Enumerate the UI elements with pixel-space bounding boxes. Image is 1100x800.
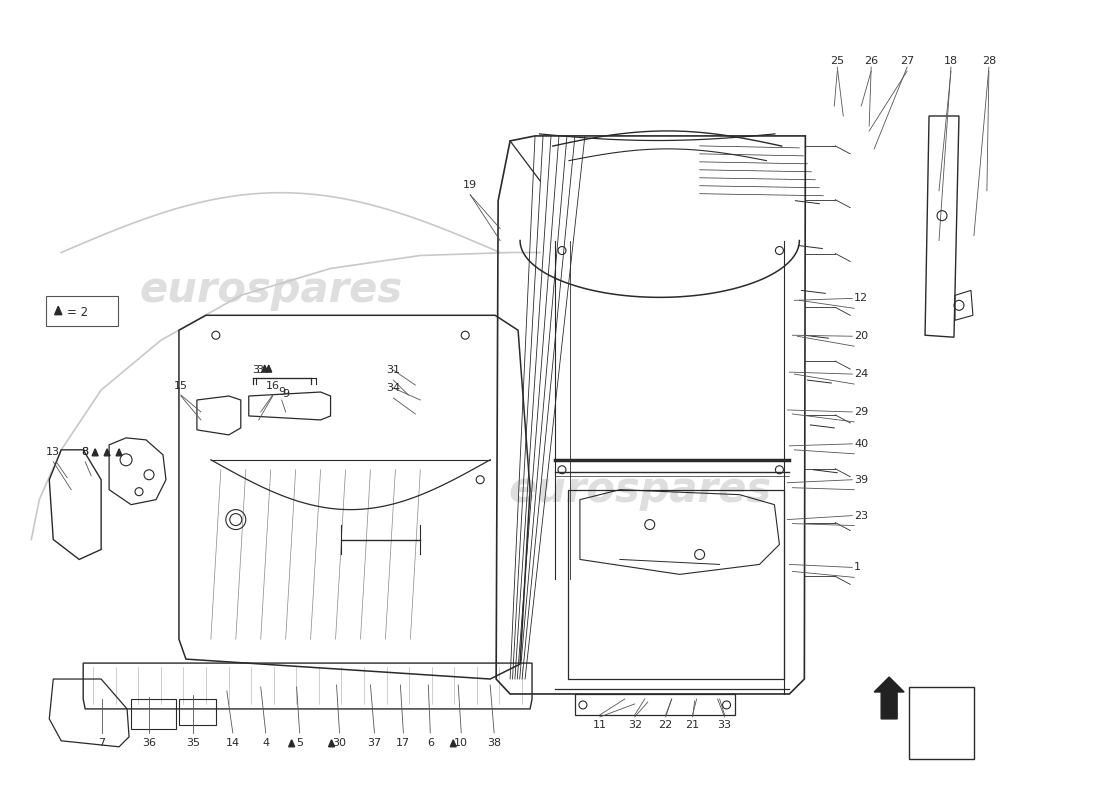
Text: 29: 29 bbox=[855, 407, 869, 417]
Text: 25: 25 bbox=[830, 56, 845, 66]
Polygon shape bbox=[92, 449, 98, 456]
Text: 5: 5 bbox=[296, 738, 304, 748]
Text: 14: 14 bbox=[226, 738, 240, 748]
Polygon shape bbox=[262, 365, 267, 372]
Text: 28: 28 bbox=[982, 56, 996, 66]
Text: 7: 7 bbox=[99, 738, 106, 748]
Text: 20: 20 bbox=[855, 331, 868, 342]
Text: 26: 26 bbox=[865, 56, 878, 66]
Text: eurospares: eurospares bbox=[508, 469, 771, 510]
Text: 36: 36 bbox=[142, 738, 156, 748]
Text: 38: 38 bbox=[487, 738, 502, 748]
Text: 32: 32 bbox=[628, 720, 641, 730]
Polygon shape bbox=[288, 740, 295, 746]
Text: eurospares: eurospares bbox=[139, 270, 403, 311]
Polygon shape bbox=[266, 365, 272, 372]
Text: 4: 4 bbox=[262, 738, 270, 748]
Polygon shape bbox=[55, 306, 62, 314]
Text: 35: 35 bbox=[186, 738, 200, 748]
FancyBboxPatch shape bbox=[46, 296, 118, 326]
Text: 24: 24 bbox=[855, 369, 869, 379]
Text: 39: 39 bbox=[855, 474, 868, 485]
Text: 9: 9 bbox=[282, 389, 289, 399]
Text: 3: 3 bbox=[252, 365, 258, 375]
Text: 3: 3 bbox=[255, 365, 263, 375]
Text: 31: 31 bbox=[386, 365, 400, 375]
Text: 13: 13 bbox=[46, 447, 60, 457]
Text: 37: 37 bbox=[367, 738, 382, 748]
Text: 8: 8 bbox=[81, 447, 89, 457]
Text: 8: 8 bbox=[81, 447, 89, 457]
Text: 34: 34 bbox=[386, 383, 400, 393]
Polygon shape bbox=[104, 449, 110, 456]
Text: 11: 11 bbox=[593, 720, 607, 730]
Text: 17: 17 bbox=[396, 738, 410, 748]
Text: 19: 19 bbox=[463, 180, 477, 190]
Text: 12: 12 bbox=[855, 294, 868, 303]
Text: 18: 18 bbox=[944, 56, 958, 66]
Text: 16: 16 bbox=[266, 381, 279, 391]
Text: = 2: = 2 bbox=[67, 306, 88, 319]
Text: 40: 40 bbox=[855, 439, 868, 449]
Text: 1: 1 bbox=[855, 562, 861, 573]
Polygon shape bbox=[450, 740, 456, 746]
Text: 10: 10 bbox=[454, 738, 469, 748]
Text: 33: 33 bbox=[717, 720, 732, 730]
Text: 22: 22 bbox=[659, 720, 673, 730]
Text: 21: 21 bbox=[685, 720, 700, 730]
Text: 6: 6 bbox=[427, 738, 433, 748]
Text: 15: 15 bbox=[174, 381, 188, 391]
Polygon shape bbox=[117, 449, 122, 456]
Text: 27: 27 bbox=[900, 56, 914, 66]
Text: 9: 9 bbox=[278, 387, 285, 397]
Text: 30: 30 bbox=[332, 738, 346, 748]
Polygon shape bbox=[329, 740, 334, 746]
Polygon shape bbox=[874, 677, 904, 719]
Text: 23: 23 bbox=[855, 510, 868, 521]
